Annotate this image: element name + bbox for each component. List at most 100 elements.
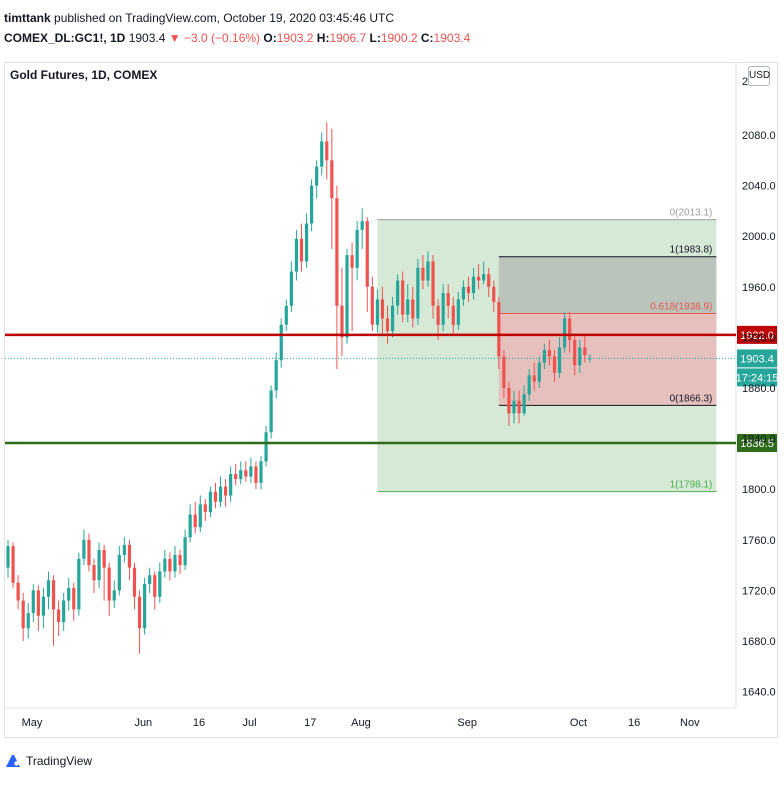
candle-body[interactable] <box>163 558 167 572</box>
candle-body[interactable] <box>173 554 177 572</box>
candle-body[interactable] <box>183 537 187 566</box>
candle-body[interactable] <box>335 198 339 306</box>
candle-body[interactable] <box>355 229 359 268</box>
candle-body[interactable] <box>264 432 268 462</box>
candle-body[interactable] <box>573 339 577 366</box>
candle-body[interactable] <box>583 347 587 356</box>
candle-body[interactable] <box>380 299 385 319</box>
tradingview-logo[interactable]: TradingView <box>4 752 92 770</box>
candle-body[interactable] <box>466 286 471 294</box>
candle-body[interactable] <box>168 558 172 572</box>
candle-body[interactable] <box>325 141 329 161</box>
candle-body[interactable] <box>57 609 61 623</box>
candle-body[interactable] <box>340 305 344 338</box>
candle-body[interactable] <box>406 299 410 315</box>
candle-body[interactable] <box>345 255 349 338</box>
candle-body[interactable] <box>26 613 30 629</box>
fib-box-small-lower[interactable] <box>498 313 717 406</box>
candle-body[interactable] <box>46 580 51 597</box>
candle-body[interactable] <box>213 491 218 502</box>
candle-body[interactable] <box>512 400 516 414</box>
candle-body[interactable] <box>502 356 506 388</box>
candle-body[interactable] <box>522 394 526 414</box>
fib-box-small-upper[interactable] <box>498 256 717 314</box>
candle-body[interactable] <box>578 347 582 366</box>
candle-body[interactable] <box>158 571 162 597</box>
candle-body[interactable] <box>107 567 111 601</box>
candle-body[interactable] <box>547 350 552 357</box>
candle-body[interactable] <box>92 565 96 581</box>
candle-body[interactable] <box>527 375 531 395</box>
candle-body[interactable] <box>563 318 567 348</box>
candle-body[interactable] <box>289 271 293 306</box>
candle-body[interactable] <box>77 558 81 610</box>
candle-body[interactable] <box>416 267 420 319</box>
candle-body[interactable] <box>21 600 25 629</box>
candle-body[interactable] <box>411 299 415 319</box>
candle-body[interactable] <box>482 274 486 281</box>
candle-body[interactable] <box>497 301 501 357</box>
candle-body[interactable] <box>456 299 460 325</box>
candle-body[interactable] <box>11 546 15 583</box>
candle-body[interactable] <box>568 318 572 340</box>
candle-body[interactable] <box>72 587 76 610</box>
candle-body[interactable] <box>542 350 546 363</box>
candle-body[interactable] <box>299 238 304 262</box>
candle-body[interactable] <box>208 491 212 512</box>
candle-body[interactable] <box>537 362 541 382</box>
candle-body[interactable] <box>148 575 152 585</box>
candle-body[interactable] <box>218 486 223 502</box>
candle-body[interactable] <box>102 549 106 568</box>
candle-body[interactable] <box>137 596 142 629</box>
candle-body[interactable] <box>350 255 354 268</box>
candle-body[interactable] <box>401 280 405 315</box>
candle-body[interactable] <box>188 514 192 538</box>
candle-body[interactable] <box>223 486 228 496</box>
candle-body[interactable] <box>244 470 248 477</box>
candle-body[interactable] <box>588 358 592 360</box>
candle-body[interactable] <box>82 539 86 559</box>
candle-body[interactable] <box>16 582 20 601</box>
candle-body[interactable] <box>62 600 66 623</box>
candle-body[interactable] <box>259 461 263 483</box>
candle-body[interactable] <box>390 305 395 332</box>
candle-body[interactable] <box>360 221 364 230</box>
candle-body[interactable] <box>178 554 182 566</box>
currency-button[interactable]: USD <box>748 66 770 86</box>
candle-body[interactable] <box>396 280 400 306</box>
candle-body[interactable] <box>517 400 521 414</box>
candle-body[interactable] <box>6 546 10 568</box>
candle-body[interactable] <box>557 347 562 373</box>
candle-body[interactable] <box>279 324 283 361</box>
candle-body[interactable] <box>552 356 557 373</box>
candle-body[interactable] <box>315 166 319 186</box>
candle-body[interactable] <box>461 286 465 300</box>
candle-body[interactable] <box>36 590 40 616</box>
candle-body[interactable] <box>51 580 56 610</box>
candle-body[interactable] <box>365 221 369 287</box>
candle-body[interactable] <box>446 293 450 306</box>
candle-body[interactable] <box>97 549 101 581</box>
candle-body[interactable] <box>310 185 314 224</box>
candle-body[interactable] <box>132 567 137 597</box>
candle-body[interactable] <box>507 388 511 414</box>
candle-body[interactable] <box>451 305 455 325</box>
candle-body[interactable] <box>153 575 157 597</box>
candle-body[interactable] <box>304 223 309 262</box>
candle-body[interactable] <box>193 514 197 528</box>
candle-body[interactable] <box>112 590 116 601</box>
candle-body[interactable] <box>294 238 299 272</box>
candle-body[interactable] <box>532 375 536 382</box>
candle-body[interactable] <box>67 587 71 601</box>
candle-body[interactable] <box>87 539 91 566</box>
candle-body[interactable] <box>127 544 132 568</box>
candle-body[interactable] <box>431 261 435 306</box>
candle-body[interactable] <box>274 360 278 391</box>
candle-body[interactable] <box>229 474 233 496</box>
candle-body[interactable] <box>234 474 238 480</box>
candle-body[interactable] <box>31 590 35 614</box>
candle-body[interactable] <box>436 305 440 325</box>
candle-body[interactable] <box>385 318 390 332</box>
candle-body[interactable] <box>203 504 207 512</box>
candle-body[interactable] <box>441 293 445 325</box>
